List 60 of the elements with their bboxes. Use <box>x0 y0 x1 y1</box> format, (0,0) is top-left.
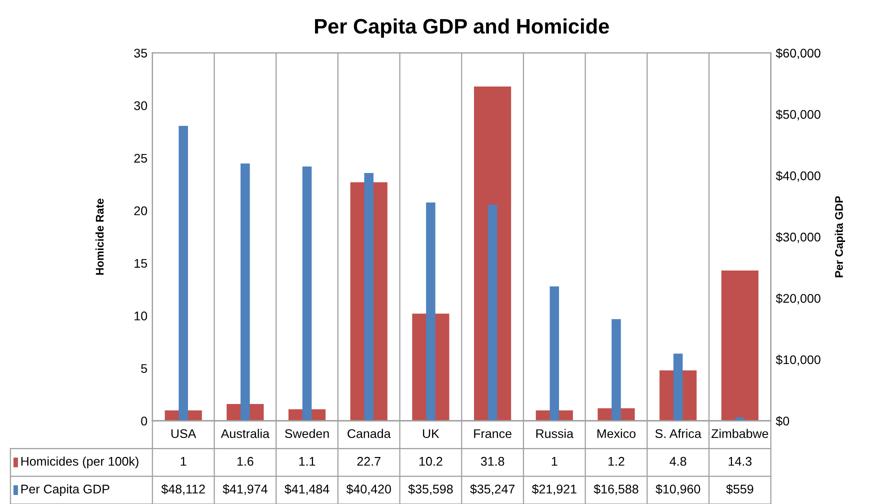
bar <box>178 126 188 421</box>
data-label: $41,484 <box>284 484 330 495</box>
y2-tick-label: $20,000 <box>776 293 820 304</box>
data-label: $48,112 <box>161 484 205 495</box>
data-label: $40,420 <box>346 484 391 495</box>
bar <box>550 286 560 421</box>
y-tick-label: 35 <box>134 48 148 58</box>
x-tick-label: Russia <box>536 428 574 438</box>
data-label: $559 <box>726 484 754 494</box>
y-tick-label: 30 <box>134 101 148 110</box>
y-axis-title: Homicide Rate <box>96 198 104 275</box>
x-tick-label: S. Africa <box>655 428 702 438</box>
x-tick-label: UK <box>422 429 440 438</box>
x-tick-label: USA <box>171 429 196 438</box>
y-tick-label: 20 <box>134 206 148 216</box>
legend-label: Homicides (per 100k) <box>21 456 138 468</box>
data-label: 22.7 <box>357 456 380 466</box>
y2-tick-label: $30,000 <box>776 232 820 244</box>
x-tick-label: Canada <box>348 428 391 438</box>
data-label: 10.2 <box>420 456 442 466</box>
x-tick-label: France <box>474 429 512 438</box>
y2-tick-label: $10,000 <box>776 354 820 366</box>
bar <box>488 204 498 421</box>
data-label: 1.1 <box>299 457 316 466</box>
y2-tick-label: $50,000 <box>776 110 820 120</box>
bar <box>302 166 312 421</box>
data-label: $35,247 <box>470 484 515 495</box>
x-tick-label: Mexico <box>597 428 636 438</box>
data-label: 14.3 <box>728 456 752 466</box>
chart-title: Per Capita GDP and Homicide <box>315 18 609 38</box>
y-tick-label: 25 <box>134 154 148 163</box>
data-label: 4.8 <box>670 456 686 466</box>
y2-tick-label: $40,000 <box>776 170 820 182</box>
y2-axis-title: Per Capita GDP <box>834 196 846 278</box>
data-label: $21,921 <box>532 484 576 495</box>
y-tick-label: 10 <box>134 312 148 320</box>
bar <box>673 354 683 421</box>
data-label: 31.8 <box>480 456 504 466</box>
data-label: 1 <box>180 457 186 466</box>
data-label: $10,960 <box>656 484 700 495</box>
x-tick-label: Australia <box>220 428 270 438</box>
x-tick-label: Zimbabwe <box>711 428 768 438</box>
bar <box>612 319 621 421</box>
data-label: 1.2 <box>608 456 624 466</box>
data-label: 1.6 <box>237 456 254 466</box>
data-label: 1 <box>552 457 558 466</box>
bar <box>721 270 758 421</box>
data-label: $35,598 <box>408 484 453 495</box>
y2-tick-label: $60,000 <box>776 48 820 60</box>
bar <box>364 172 374 421</box>
x-tick-label: Sweden <box>285 428 329 438</box>
y-tick-label: 15 <box>134 259 148 268</box>
bar <box>426 202 436 421</box>
y-tick-label: 0 <box>141 416 148 426</box>
data-label: $16,588 <box>594 484 638 495</box>
y-tick-label: 5 <box>141 364 148 373</box>
data-label: $41,974 <box>222 484 268 495</box>
y2-tick-label: $0 <box>776 416 790 426</box>
legend-label: Per Capita GDP <box>21 484 110 496</box>
bar <box>240 163 250 421</box>
